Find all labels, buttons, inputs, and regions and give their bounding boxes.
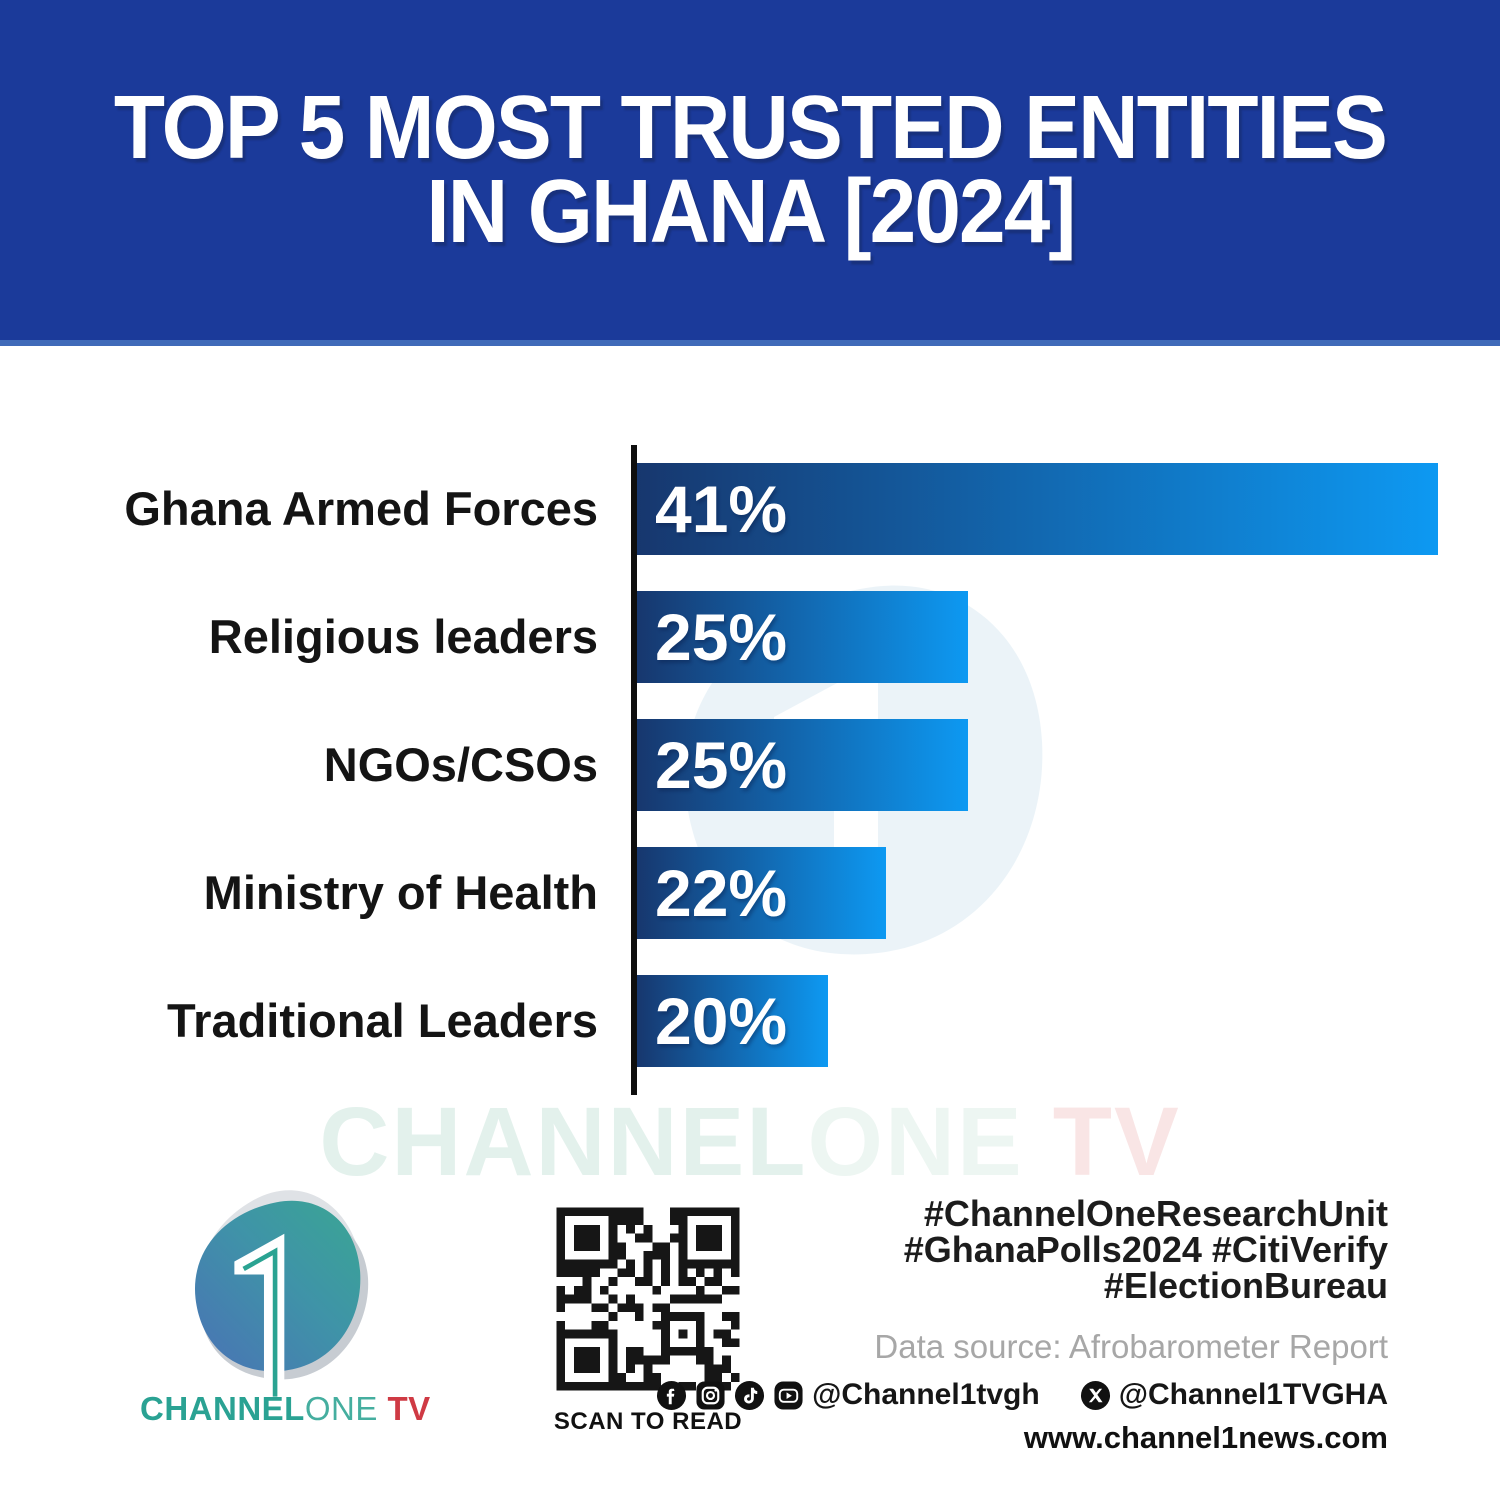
social-row: @Channel1tvgh @Channel1TVGHA (628, 1378, 1388, 1412)
wordmark-tv: TV (377, 1390, 431, 1427)
bar-religious-leaders: 25% (637, 591, 968, 683)
value-label-ngos-csos: 25% (655, 728, 788, 802)
value-label-ghana-armed-forces: 41% (655, 472, 788, 546)
value-label-religious-leaders: 25% (655, 600, 788, 674)
header-band: TOP 5 MOST TRUSTED ENTITIES IN GHANA [20… (0, 0, 1500, 346)
category-label-religious-leaders: Religious leaders (208, 610, 598, 663)
social-handle-x: @Channel1TVGHA (1118, 1378, 1388, 1411)
wordmark-channel: CHANNEL (140, 1390, 305, 1427)
youtube-icon (774, 1380, 803, 1410)
channel-one-text-watermark: CHANNELONE TV (0, 1086, 1500, 1198)
page-title-line2: IN GHANA [2024] (425, 162, 1076, 262)
hashtag-line-3: #ElectionBureau (1103, 1265, 1388, 1306)
category-label-ghana-armed-forces: Ghana Armed Forces (124, 482, 598, 535)
value-label-traditional-leaders: 20% (655, 984, 788, 1058)
bar-traditional-leaders: 20% (637, 975, 828, 1067)
watermark-part-tv: TV (1023, 1087, 1181, 1196)
data-source-text: Data source: Afrobarometer Report (874, 1328, 1388, 1365)
watermark-part-one: ONE (807, 1087, 1024, 1196)
tiktok-icon (735, 1380, 765, 1410)
facebook-icon (657, 1380, 687, 1410)
page-title-line1: TOP 5 MOST TRUSTED ENTITIES (113, 78, 1388, 178)
x-icon (1080, 1380, 1110, 1410)
category-label-traditional-leaders: Traditional Leaders (167, 994, 598, 1047)
footer-right-block: #ChannelOneResearchUnit #GhanaPolls2024 … (628, 1196, 1388, 1456)
hashtag-line-1: #ChannelOneResearchUnit (923, 1193, 1388, 1234)
qr-block: SCAN TO READ (552, 1203, 744, 1436)
bar-ghana-armed-forces: 41% (637, 463, 1438, 555)
qr-code (552, 1203, 744, 1395)
qr-caption: SCAN TO READ (553, 1408, 743, 1435)
bar-ministry-of-health: 22% (637, 847, 886, 939)
hashtag-line-2: #GhanaPolls2024 #CitiVerify (903, 1229, 1388, 1270)
website-url: www.channel1news.com (1023, 1420, 1388, 1455)
bar-ngos-csos: 25% (637, 719, 968, 811)
instagram-icon (696, 1380, 725, 1410)
channel-one-wordmark: CHANNELONE TV (140, 1390, 430, 1428)
social-handle-primary: @Channel1tvgh (812, 1378, 1040, 1411)
category-label-ministry-of-health: Ministry of Health (203, 866, 598, 919)
channel-one-logo-icon (194, 1190, 369, 1397)
category-label-ngos-csos: NGOs/CSOs (323, 738, 598, 791)
watermark-part-channel: CHANNEL (319, 1087, 808, 1196)
y-axis-line (631, 445, 637, 1095)
value-label-ministry-of-health: 22% (655, 856, 788, 930)
wordmark-one: ONE (304, 1390, 378, 1427)
